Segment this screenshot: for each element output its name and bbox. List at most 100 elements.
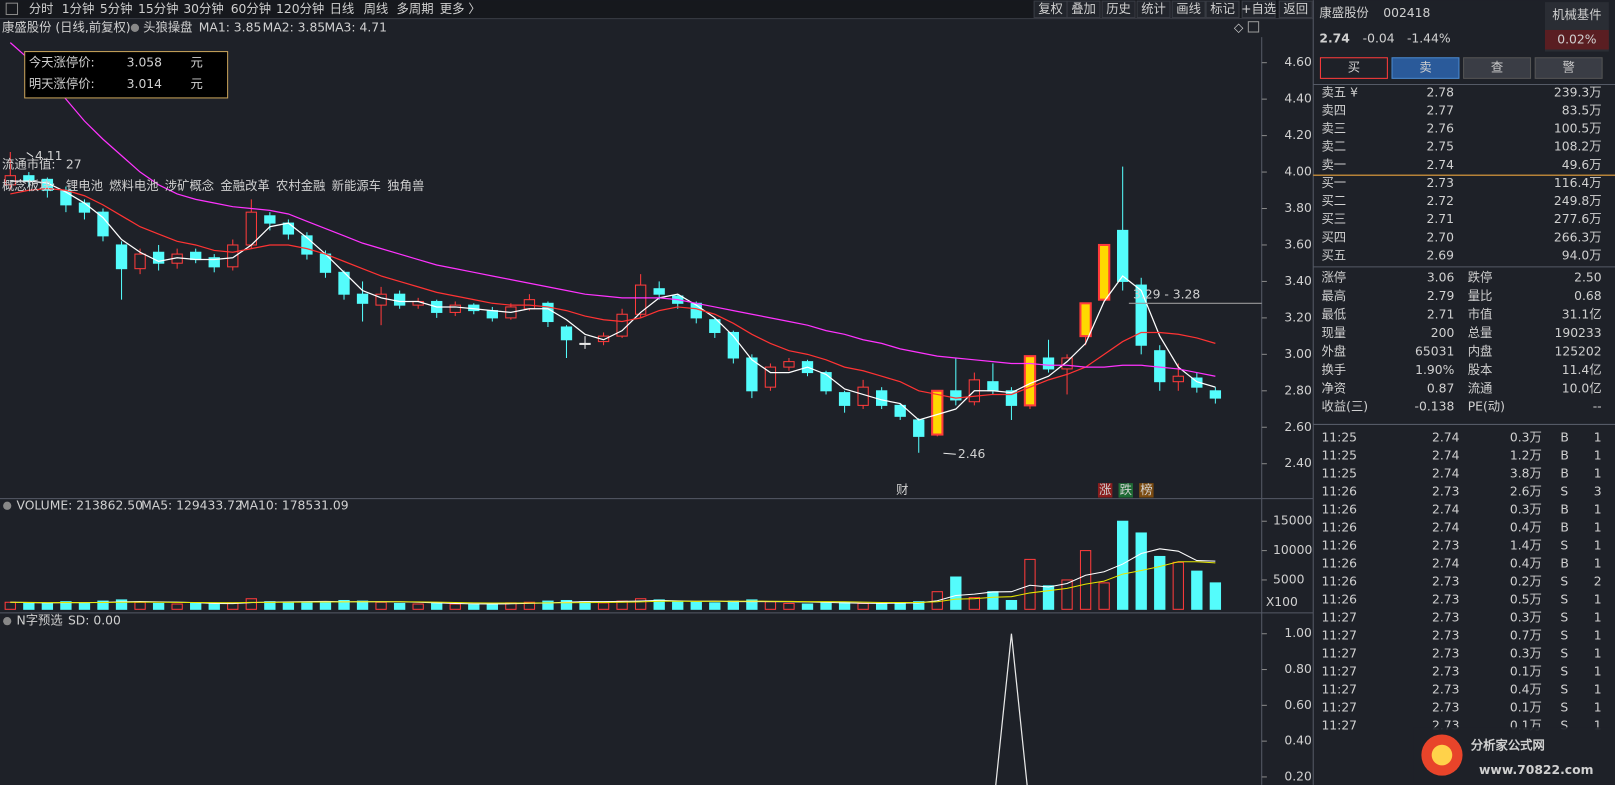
toolbar-tab[interactable]: 周线 (364, 2, 389, 16)
high-label: 4.11 (35, 149, 62, 163)
y-tick-label: 1.00 (1284, 626, 1312, 640)
volume-bar (987, 591, 999, 610)
volume-bar (356, 600, 369, 610)
ma-label: MA1: 3.85 (199, 20, 262, 34)
fin-tag[interactable]: 财 (896, 483, 908, 497)
trade-price: 2.73 (1432, 484, 1459, 498)
concept: 涉矿概念 (165, 178, 214, 193)
event-tag-bg[interactable] (1118, 483, 1133, 498)
toolbar-button[interactable]: 返回 (1283, 2, 1308, 16)
trade-count: 1 (1594, 448, 1602, 462)
trade-button-bg[interactable] (1319, 57, 1388, 79)
sector-name: 机械基件 (1552, 7, 1601, 22)
toolbar-button-bg[interactable] (1171, 0, 1206, 19)
toolbar-button[interactable]: 画线 (1176, 2, 1201, 16)
toolbar-tab[interactable]: 60分钟 (231, 1, 271, 16)
candle-body (152, 251, 165, 264)
toolbar-button[interactable]: 统计 (1141, 2, 1166, 16)
trade-button[interactable]: 买 (1348, 61, 1360, 75)
volume-bar (319, 601, 332, 610)
volume-bar (23, 602, 35, 610)
trade-button[interactable]: 卖 (1419, 61, 1431, 75)
order-price: 2.70 (1427, 230, 1455, 244)
volume-icon[interactable] (3, 501, 12, 510)
event-tag-bg[interactable] (1139, 483, 1154, 498)
trade-volume: 1.4万 (1510, 538, 1542, 552)
n-icon[interactable] (3, 617, 12, 626)
toolbar-button[interactable]: 复权 (1038, 1, 1063, 16)
window-icon[interactable] (1247, 21, 1260, 33)
trade-volume: 0.3万 (1510, 502, 1542, 516)
indicator-icon[interactable] (130, 23, 140, 33)
trade-button[interactable]: 警 (1562, 60, 1574, 75)
candle-body (449, 304, 461, 313)
candle-body (356, 293, 369, 304)
volume-bar (1191, 570, 1203, 610)
order-volume: 277.6万 (1554, 212, 1602, 226)
order-label: 买四 (1321, 230, 1346, 244)
candle-body (1209, 390, 1222, 399)
diamond-icon[interactable]: ◇ (1234, 20, 1244, 34)
trade-time: 11:26 (1321, 575, 1357, 589)
toolbar-button-bg[interactable] (1278, 0, 1313, 19)
toolbar-tab[interactable]: 15分钟 (138, 1, 178, 16)
toolbar-button-bg[interactable] (1066, 0, 1101, 19)
candle-body (875, 390, 888, 406)
concept: 新能源车 (332, 178, 381, 193)
trade-time: 11:25 (1321, 466, 1357, 480)
concept: 锂电池 (66, 178, 103, 193)
menu-icon[interactable] (5, 2, 19, 16)
trade-price: 2.74 (1432, 430, 1460, 444)
event-tag[interactable]: 跌 (1120, 482, 1132, 497)
candle-body (1005, 390, 1018, 406)
toolbar-button-bg[interactable] (1241, 0, 1276, 19)
trade-button-bg[interactable] (1391, 57, 1460, 79)
trade-button-bg[interactable] (1463, 57, 1532, 79)
volume-bar (801, 603, 814, 610)
toolbar-button[interactable]: 标记 (1210, 2, 1235, 16)
indicator-name: 头狼操盘 (143, 19, 192, 34)
candle-body (783, 361, 795, 368)
toolbar-tab[interactable]: 1分钟 (62, 1, 95, 16)
toolbar-button[interactable]: 叠加 (1071, 2, 1096, 16)
concept: 独角兽 (387, 179, 424, 193)
sector-pct: 0.02% (1557, 33, 1596, 47)
toolbar-button-bg[interactable] (1205, 0, 1240, 19)
toolbar-button-bg[interactable] (1101, 0, 1136, 19)
toolbar-tab[interactable]: 分时 (29, 2, 54, 16)
trade-side: B (1560, 448, 1568, 462)
candle-body (190, 251, 202, 261)
toolbar-button[interactable]: +自选 (1241, 2, 1276, 16)
candle-body (1135, 284, 1147, 346)
info-unit: 元 (191, 77, 203, 91)
trade-button-bg[interactable] (1534, 57, 1603, 79)
toolbar-button[interactable]: 历史 (1106, 2, 1131, 16)
volume-bar (727, 600, 740, 610)
toolbar-tab[interactable]: 日线 (330, 2, 355, 16)
candle-body (727, 331, 740, 359)
order-label: 买三 (1321, 212, 1346, 226)
toolbar-tab[interactable]: 30分钟 (183, 1, 223, 16)
trade-count: 1 (1594, 430, 1602, 444)
volume-bar (41, 602, 54, 610)
toolbar-button-bg[interactable] (1136, 0, 1171, 19)
market-cap: 27 (66, 157, 82, 171)
toolbar-tab[interactable]: 多周期 (397, 2, 434, 16)
order-volume: 266.3万 (1554, 230, 1602, 244)
stat-value: -- (1593, 400, 1602, 414)
toolbar-tab[interactable]: 更多 〉 (440, 2, 481, 16)
trade-time: 11:27 (1321, 665, 1357, 679)
event-tag-bg[interactable] (1097, 483, 1113, 498)
event-tag[interactable]: 榜 (1140, 482, 1152, 497)
volume-bar (875, 603, 888, 610)
volume-bar (190, 602, 202, 610)
toolbar-tab[interactable]: 120分钟 (276, 1, 324, 16)
toolbar-tab[interactable]: 5分钟 (100, 1, 133, 16)
trade-side: B (1560, 430, 1568, 444)
event-tag[interactable]: 涨 (1099, 482, 1111, 497)
trade-volume: 0.3万 (1510, 611, 1542, 625)
n-title: N字预选 (16, 613, 62, 628)
volume-bar (1154, 555, 1166, 610)
trade-button[interactable]: 查 (1491, 61, 1503, 75)
candle-body (1172, 375, 1184, 383)
